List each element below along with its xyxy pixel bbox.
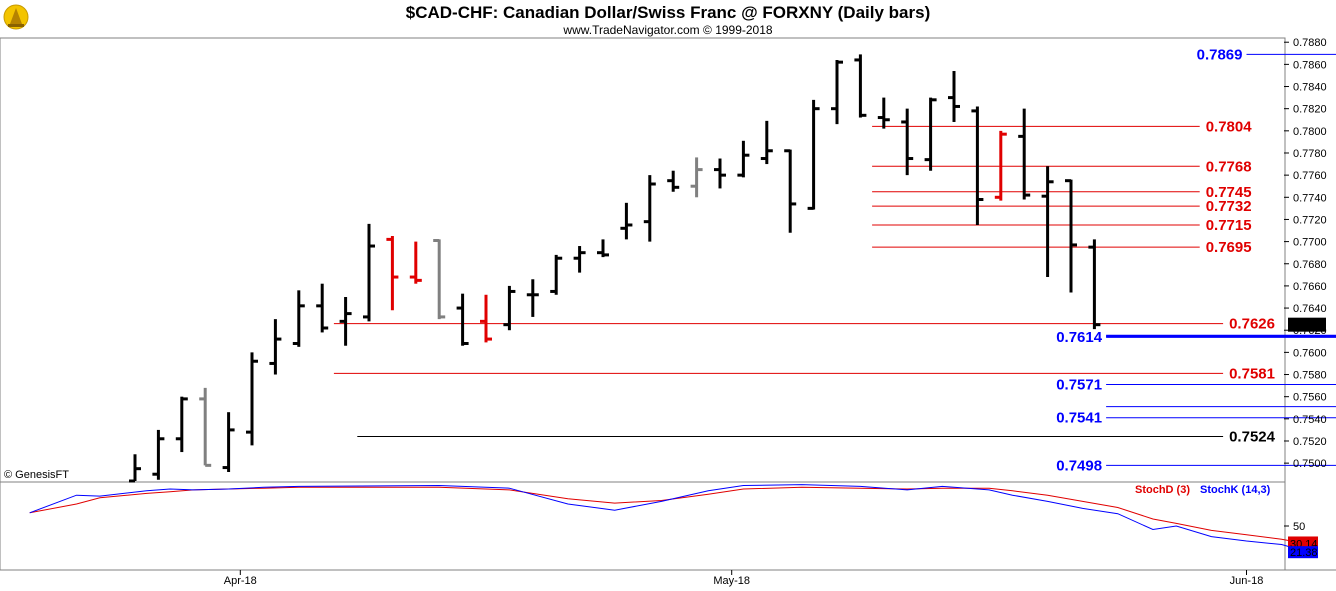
y-tick-label: 0.7860 xyxy=(1293,59,1327,71)
level-label: 0.7732 xyxy=(1206,198,1252,215)
last-price-label: 0.7625 xyxy=(1291,320,1325,332)
chart-subtitle: www.TradeNavigator.com © 1999-2018 xyxy=(562,23,772,37)
ohlc-bar xyxy=(620,202,633,240)
level-label: 0.7614 xyxy=(1056,329,1103,346)
ohlc-bar xyxy=(246,352,258,446)
x-tick-label: Apr-18 xyxy=(224,575,257,587)
ohlc-bar xyxy=(1041,166,1054,278)
ohlc-bar xyxy=(994,130,1007,201)
stoch-panel-frame xyxy=(0,481,1286,571)
ohlc-bar xyxy=(433,238,446,320)
y-tick-label: 0.7500 xyxy=(1293,458,1327,470)
level-label: 0.7745 xyxy=(1206,184,1252,201)
watermark: © GenesisFT xyxy=(4,469,69,481)
ohlc-bar xyxy=(948,71,960,122)
y-tick-label: 0.7800 xyxy=(1293,126,1327,138)
y-tick-label: 0.7660 xyxy=(1293,281,1327,293)
ohlc-bar xyxy=(971,106,984,225)
legend-stochd: StochD (3) xyxy=(1135,484,1190,496)
stochk-value-tag xyxy=(1288,546,1318,559)
ohlc-bar xyxy=(269,319,282,375)
stoch-series-line xyxy=(29,486,1306,544)
legend-stochk: StochK (14,3) xyxy=(1200,484,1271,496)
ohlc-bar xyxy=(175,396,188,453)
y-tick-label: 0.7720 xyxy=(1293,214,1327,226)
ohlc-bar xyxy=(690,157,703,198)
level-label: 0.7804 xyxy=(1206,118,1253,135)
ohlc-bar xyxy=(316,283,329,333)
level-label: 0.7571 xyxy=(1056,376,1102,393)
level-label: 0.7768 xyxy=(1206,158,1252,175)
y-tick-label: 0.7840 xyxy=(1293,82,1327,94)
ohlc-bar xyxy=(807,99,820,210)
y-tick-label: 0.7780 xyxy=(1293,148,1327,160)
ohlc-bar xyxy=(292,290,305,347)
ohlc-bar xyxy=(1065,179,1077,293)
x-axis: Apr-18 May-18 Jun-18 xyxy=(224,570,1264,587)
y-tick-label: 0.7520 xyxy=(1293,436,1327,448)
y-tick-label: 0.7600 xyxy=(1293,347,1327,359)
logo-icon xyxy=(3,4,29,30)
ohlc-bar xyxy=(363,223,375,322)
ohlc-bar xyxy=(222,412,235,472)
price-bars xyxy=(129,54,1101,483)
ohlc-bar xyxy=(386,236,399,311)
ohlc-bar xyxy=(339,296,352,346)
y-tick-label: 0.7560 xyxy=(1293,392,1327,404)
ohlc-bar xyxy=(550,254,563,295)
ohlc-bar xyxy=(1018,108,1031,200)
level-label: 0.7715 xyxy=(1206,217,1252,234)
ohlc-bar xyxy=(901,108,914,176)
ohlc-bar xyxy=(526,279,539,317)
ohlc-bar xyxy=(456,293,469,346)
ohlc-bar xyxy=(667,170,680,192)
level-label: 0.7581 xyxy=(1229,365,1275,382)
level-label: 0.7869 xyxy=(1197,46,1243,63)
ohlc-bar xyxy=(737,140,750,178)
ohlc-bar xyxy=(152,429,165,480)
ohlc-bar xyxy=(877,97,890,129)
stochk-value-label: 21.38 xyxy=(1290,547,1318,559)
ohlc-bar xyxy=(831,59,843,125)
level-label: 0.7541 xyxy=(1056,410,1102,427)
last-price-tag xyxy=(1288,317,1326,332)
ohlc-bar xyxy=(573,246,586,273)
y-tick-label: 0.7880 xyxy=(1293,37,1327,49)
ohlc-bar xyxy=(129,454,141,483)
ohlc-bar xyxy=(199,387,212,467)
ohlc-bar xyxy=(409,241,422,284)
x-tick-label: Jun-18 xyxy=(1230,575,1264,587)
ohlc-bar xyxy=(503,285,516,331)
y-tick-label: 0.7700 xyxy=(1293,237,1327,249)
level-label: 0.7524 xyxy=(1229,429,1276,446)
ohlc-bar xyxy=(784,149,797,233)
stoch-y-tick-label: 50 xyxy=(1293,521,1305,533)
ohlc-bar xyxy=(924,97,937,171)
ohlc-bar xyxy=(597,239,609,258)
chart-title: $CAD-CHF: Canadian Dollar/Swiss Franc @ … xyxy=(406,3,931,22)
price-y-axis: 0.7880 0.7860 0.7840 0.7820 0.7800 0.7780 0.77… xyxy=(1284,37,1327,470)
level-label: 0.7695 xyxy=(1206,239,1252,256)
ohlc-bar xyxy=(643,175,656,242)
ohlc-bar xyxy=(480,294,492,343)
level-label: 0.7498 xyxy=(1056,457,1102,474)
ohlc-bar xyxy=(1088,239,1101,330)
ohlc-bar xyxy=(714,158,726,189)
y-tick-label: 0.7760 xyxy=(1293,170,1327,182)
ohlc-bar xyxy=(854,54,867,118)
y-tick-label: 0.7540 xyxy=(1293,414,1327,426)
y-tick-label: 0.7820 xyxy=(1293,104,1327,116)
y-tick-label: 0.7680 xyxy=(1293,259,1327,271)
x-tick-label: May-18 xyxy=(713,575,750,587)
y-tick-label: 0.7640 xyxy=(1293,303,1327,315)
level-label: 0.7626 xyxy=(1229,316,1275,333)
ohlc-bar xyxy=(760,120,773,165)
stoch-series-line xyxy=(29,484,1306,552)
y-tick-label: 0.7740 xyxy=(1293,192,1327,204)
y-tick-label: 0.7580 xyxy=(1293,370,1327,382)
